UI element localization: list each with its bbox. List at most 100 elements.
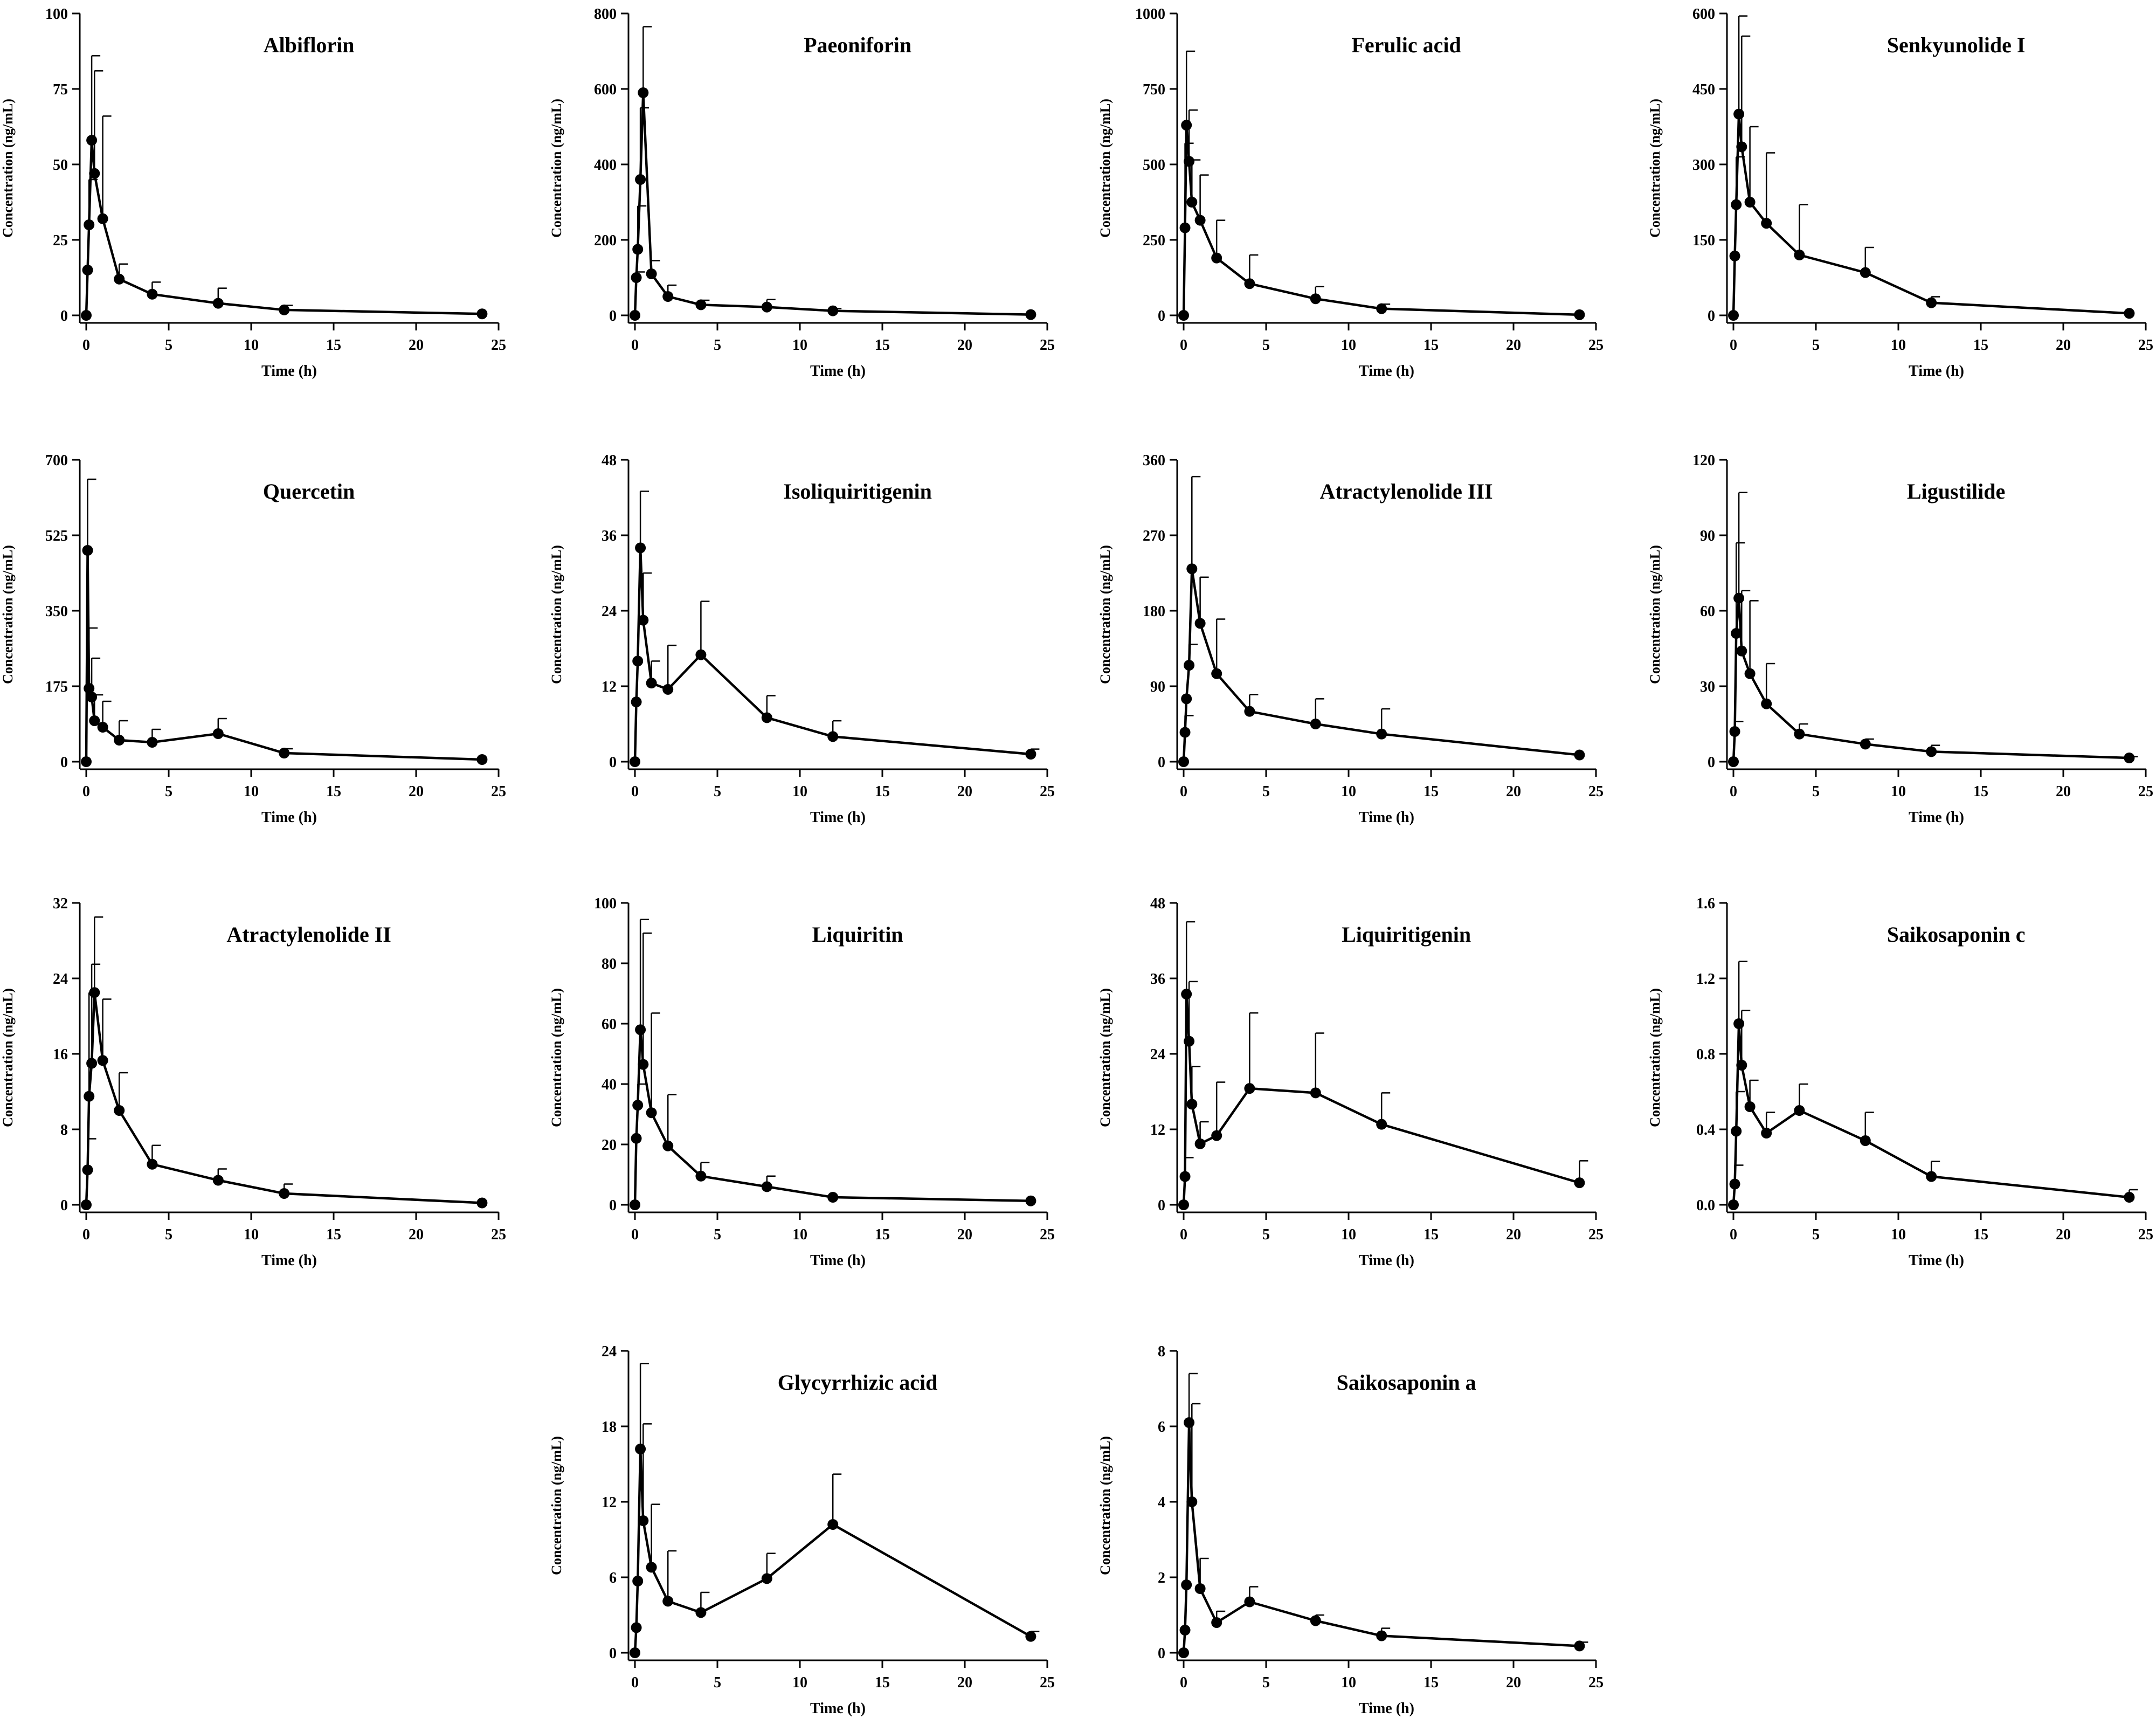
data-point	[632, 1100, 644, 1111]
x-tick-label: 10	[1341, 1226, 1356, 1243]
panel-ligustilide: 0 30 60 90 120 0 5 10 15 20 25 Time (h) Concentratio…	[1647, 452, 2153, 826]
data-point	[662, 291, 674, 302]
data-point	[1860, 267, 1871, 278]
data-point	[86, 692, 98, 702]
panel-isoliquiritigenin: 0 12 24 36 48 0 5 10 15 20 25 Time (h) Concentration…	[549, 452, 1055, 826]
y-tick-label: 50	[53, 157, 68, 174]
data-point	[635, 1024, 646, 1036]
x-tick-label: 25	[1588, 1674, 1604, 1691]
x-tick-label: 20	[409, 337, 424, 354]
data-point	[1926, 297, 1937, 308]
x-axis-title: Time (h)	[1359, 1700, 1414, 1717]
data-point	[638, 1515, 649, 1526]
y-tick-label: 750	[1143, 81, 1165, 98]
data-point	[1731, 199, 1742, 210]
series-line	[633, 1028, 1031, 1205]
y-tick-label: 36	[1150, 971, 1165, 988]
y-tick-label: 0	[1158, 754, 1165, 771]
data-point	[632, 244, 644, 255]
data-point	[1178, 310, 1189, 321]
x-tick-label: 0	[1730, 337, 1737, 354]
data-point	[147, 288, 158, 300]
data-point	[1194, 1583, 1206, 1594]
data-point	[82, 545, 93, 556]
data-point	[212, 298, 224, 309]
x-tick-label: 10	[792, 337, 807, 354]
data-point	[638, 1059, 649, 1070]
x-tick-label: 5	[1262, 1674, 1270, 1691]
data-point	[630, 1647, 640, 1658]
x-tick-label: 0	[1180, 1674, 1187, 1691]
y-tick-label: 0	[609, 1645, 617, 1662]
x-tick-label: 0	[631, 1674, 639, 1691]
x-tick-label: 25	[1040, 1674, 1055, 1691]
x-tick-label: 15	[1973, 337, 1988, 354]
data-point	[1574, 1640, 1585, 1652]
data-point	[695, 1170, 707, 1182]
y-tick-label: 1000	[1135, 6, 1165, 23]
x-tick-label: 10	[1341, 1674, 1356, 1691]
data-point	[97, 213, 108, 224]
y-tick-label: 800	[594, 6, 617, 23]
x-tick-label: 0	[82, 1226, 90, 1243]
data-point	[635, 542, 646, 554]
x-tick-label: 25	[491, 783, 506, 800]
data-point	[1729, 1178, 1740, 1190]
y-tick-label: 40	[602, 1077, 617, 1093]
x-tick-label: 20	[1506, 783, 1521, 800]
y-tick-label: 32	[53, 895, 68, 912]
x-tick-label: 20	[957, 1674, 972, 1691]
y-tick-label: 270	[1143, 528, 1165, 544]
y-axis-title: Concentration (ng/mL)	[0, 988, 16, 1127]
y-tick-label: 100	[594, 895, 617, 912]
x-tick-label: 20	[2056, 337, 2071, 354]
y-tick-label: 0	[1708, 754, 1715, 771]
panel-atractylenolide-iii: 0 90 180 270 360 0 5 10 15 20 25 Time (h) Concentrat…	[1097, 452, 1604, 826]
data-point	[1025, 309, 1036, 320]
y-axis-title: Concentration (ng/mL)	[549, 1436, 564, 1575]
y-axis-title: Concentration (ng/mL)	[1647, 99, 1663, 238]
data-point	[476, 308, 488, 320]
y-tick-label: 150	[1692, 232, 1715, 249]
y-tick-label: 6	[609, 1570, 617, 1586]
panel-saikosaponin-c: 0.0 0.4 0.8 1.2 1.6 0 5 10 15 20 25 Time (h) Concent…	[1647, 895, 2153, 1269]
data-point	[81, 310, 92, 321]
data-point	[635, 174, 646, 185]
y-tick-label: 350	[45, 603, 68, 620]
x-tick-label: 10	[792, 1674, 807, 1691]
data-point	[632, 1576, 644, 1586]
y-tick-label: 48	[602, 452, 617, 469]
x-tick-label: 5	[1812, 1226, 1820, 1243]
data-point	[1794, 728, 1805, 740]
data-point	[1736, 1060, 1747, 1071]
y-tick-label: 600	[1692, 6, 1715, 23]
data-point	[1179, 1171, 1191, 1182]
series-line	[85, 549, 482, 762]
data-point	[630, 756, 640, 767]
series-line	[1732, 597, 2130, 762]
x-tick-label: 0	[1730, 1226, 1737, 1243]
x-tick-label: 15	[326, 337, 341, 354]
series-line	[633, 91, 1031, 316]
x-axis-title: Time (h)	[1909, 809, 1964, 826]
x-tick-label: 20	[409, 1226, 424, 1243]
data-point	[114, 1105, 125, 1116]
y-tick-label: 24	[602, 1343, 617, 1360]
y-tick-label: 175	[45, 679, 68, 695]
x-tick-label: 10	[1341, 783, 1356, 800]
data-point	[1574, 1177, 1585, 1189]
x-tick-label: 20	[2056, 783, 2071, 800]
y-axis-title: Concentration (ng/mL)	[0, 99, 16, 238]
data-point	[2124, 1192, 2135, 1203]
x-tick-label: 25	[1040, 337, 1055, 354]
data-point	[827, 1192, 839, 1203]
x-tick-label: 5	[714, 337, 721, 354]
y-tick-label: 0.4	[1696, 1122, 1715, 1138]
panel-saikosaponin-a: 0 2 4 6 8 0 5 10 15 20 25 Time (h) Concentration (ng…	[1097, 1343, 1604, 1717]
x-tick-label: 25	[1040, 783, 1055, 800]
y-tick-label: 24	[1150, 1046, 1165, 1063]
y-tick-label: 0	[1158, 1645, 1165, 1662]
data-point	[81, 756, 92, 767]
x-tick-label: 5	[714, 1674, 721, 1691]
